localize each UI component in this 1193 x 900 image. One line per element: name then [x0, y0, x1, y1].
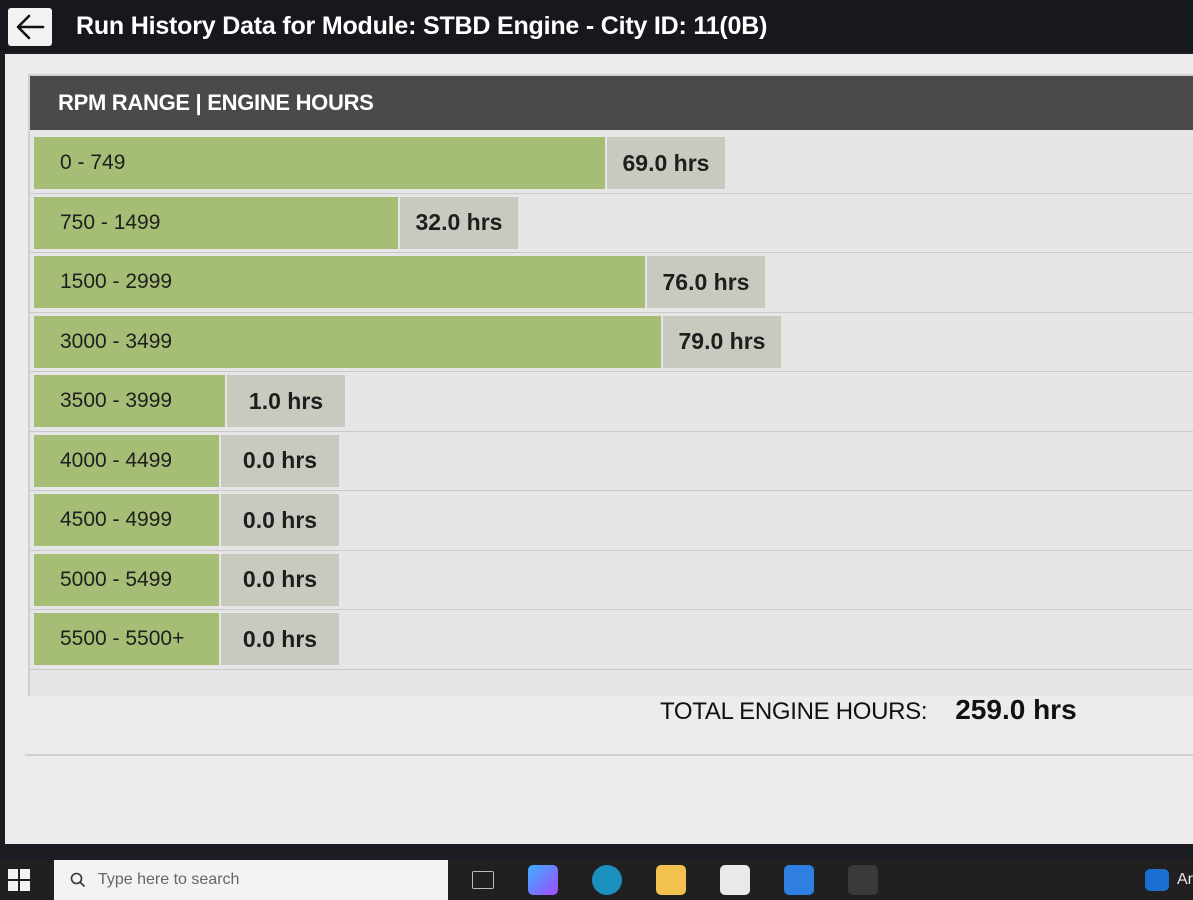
outlook-icon[interactable] [1145, 869, 1169, 891]
windows-start-icon[interactable] [8, 869, 30, 891]
table-row: 3500 - 3999 1.0 hrs [30, 372, 1193, 432]
table-row: 0 - 749 69.0 hrs [30, 134, 1193, 194]
engine-hours-value: 0.0 hrs [219, 434, 339, 487]
table-row: 750 - 1499 32.0 hrs [30, 194, 1193, 253]
mail-icon[interactable] [784, 865, 814, 895]
arrow-left-icon [16, 14, 45, 40]
total-value: 259.0 hrs [955, 694, 1077, 725]
table-header: RPM RANGE | ENGINE HOURS [30, 76, 1193, 130]
rpm-range-bar: 3500 - 3999 [34, 375, 225, 427]
store-icon[interactable] [720, 865, 750, 895]
table-row: 5500 - 5500+ 0.0 hrs [30, 610, 1193, 670]
engine-hours-value: 79.0 hrs [661, 315, 781, 368]
engine-hours-value: 0.0 hrs [219, 494, 339, 546]
total-engine-hours: TOTAL ENGINE HOURS: 259.0 hrs [660, 694, 1077, 726]
search-icon [70, 872, 86, 888]
run-history-panel: RPM RANGE | ENGINE HOURS 0 - 749 69.0 hrs… [5, 54, 1193, 844]
taskbar-app-label: Ar [1177, 871, 1193, 888]
engine-hours-value: 0.0 hrs [219, 613, 339, 665]
rpm-range-bar: 1500 - 2999 [34, 256, 645, 308]
search-placeholder: Type here to search [98, 871, 240, 888]
table-row: 1500 - 2999 76.0 hrs [30, 253, 1193, 313]
rpm-range-bar: 5500 - 5500+ [34, 613, 219, 665]
copilot-icon[interactable] [528, 865, 558, 895]
table-row: 4500 - 4999 0.0 hrs [30, 491, 1193, 551]
engine-hours-value: 69.0 hrs [605, 137, 725, 189]
title-bar: Run History Data for Module: STBD Engine… [0, 0, 1193, 52]
engine-hours-value: 1.0 hrs [225, 375, 345, 427]
rpm-range-bar: 5000 - 5499 [34, 553, 219, 606]
engine-hours-value: 0.0 hrs [219, 553, 339, 606]
table-rows: 0 - 749 69.0 hrs 750 - 1499 32.0 hrs 1500 - … [30, 134, 1193, 670]
taskbar-search-box[interactable]: Type here to search [54, 860, 448, 900]
engine-hours-value: 76.0 hrs [645, 256, 765, 308]
total-label: TOTAL ENGINE HOURS: [660, 698, 928, 725]
edge-browser-icon[interactable] [592, 865, 622, 895]
taskbar: Type here to search Ar [0, 860, 1193, 900]
task-view-icon[interactable] [472, 871, 494, 889]
table-row: 5000 - 5499 0.0 hrs [30, 551, 1193, 610]
engine-hours-value: 32.0 hrs [398, 196, 518, 249]
table-row: 3000 - 3499 79.0 hrs [30, 313, 1193, 372]
rpm-range-bar: 750 - 1499 [34, 196, 398, 249]
engine-app-icon[interactable] [848, 865, 878, 895]
page-title: Run History Data for Module: STBD Engine… [76, 11, 768, 40]
rpm-range-bar: 3000 - 3499 [34, 315, 661, 368]
table-row: 4000 - 4499 0.0 hrs [30, 432, 1193, 491]
rpm-range-bar: 4000 - 4499 [34, 434, 219, 487]
rpm-hours-table: RPM RANGE | ENGINE HOURS 0 - 749 69.0 hrs… [28, 74, 1193, 696]
rpm-range-bar: 0 - 749 [34, 137, 605, 189]
divider [25, 754, 1193, 756]
rpm-range-bar: 4500 - 4999 [34, 494, 219, 546]
file-explorer-icon[interactable] [656, 865, 686, 895]
back-button[interactable] [8, 8, 52, 46]
